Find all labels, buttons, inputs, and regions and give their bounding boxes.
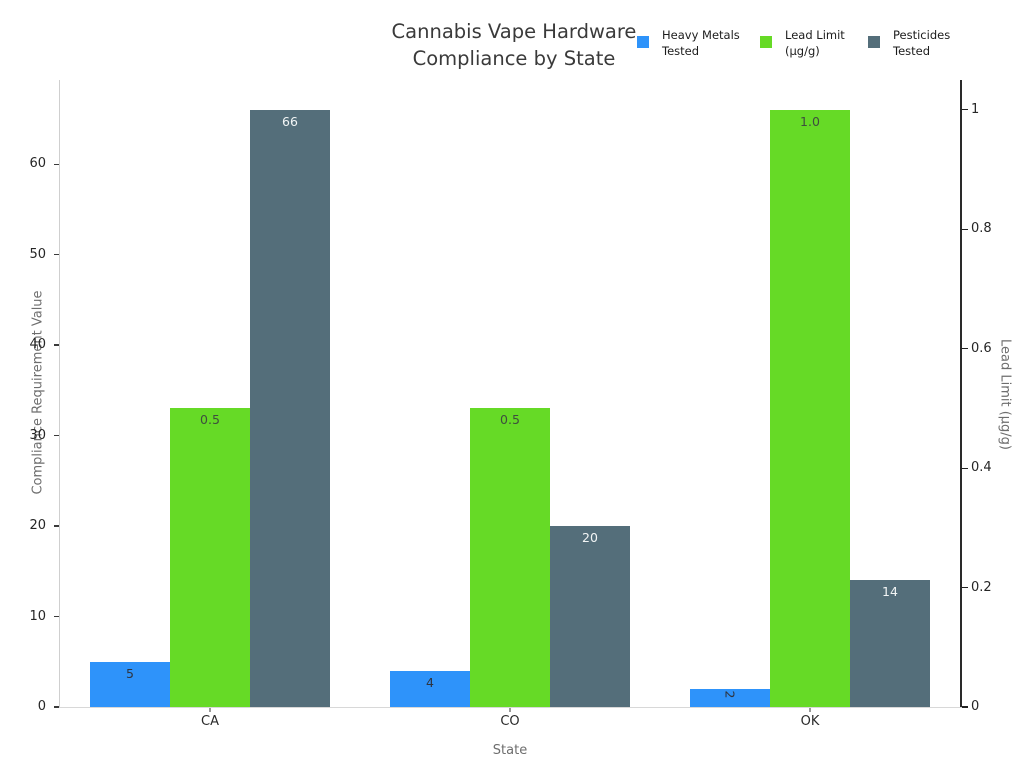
x-tick: [209, 707, 211, 712]
bar-heavy-metals-tested-ca: [90, 661, 170, 707]
bar-value-label-ca-2: 66: [282, 113, 298, 129]
legend-item-heavy-metals-tested: Heavy Metals Tested: [637, 28, 757, 62]
chart-title-line-1: Cannabis Vape Hardware: [391, 20, 637, 43]
legend-item-pesticides-tested: Pesticides Tested: [868, 28, 988, 62]
bar-value-label-ok-0: 2: [722, 690, 738, 699]
y-tick-label-left: 30: [29, 427, 46, 443]
bar-lead-limit-g-g--ca: [170, 408, 250, 707]
y-tick-label-right: 0.8: [971, 221, 992, 237]
y-tick-label-left: 60: [29, 156, 46, 172]
plot-area: 5 4 2 0.5 0.5 1.0 66 20 14: [60, 80, 960, 707]
bar-pesticides-tested-co: [550, 526, 630, 707]
y-tick-label-left: 0: [37, 699, 46, 714]
legend-swatch-pesticides-icon: [868, 36, 880, 48]
y-tick-left: [54, 254, 59, 256]
y-tick-label-right: 0: [971, 699, 980, 714]
y-tick-left: [54, 525, 59, 527]
y-tick-label-right: 1: [971, 101, 980, 117]
legend-label-lead-limit: Lead Limit (µg/g): [785, 28, 845, 58]
legend-swatch-heavy-metals-icon: [637, 36, 649, 48]
legend-label-pesticides-tested: Pesticides Tested: [893, 28, 951, 58]
bar-value-label-ok-1: 1.0: [800, 113, 820, 129]
y-tick-left: [54, 706, 59, 708]
y-tick-label-right: 0.2: [971, 579, 992, 595]
chart-title-line-2: Compliance by State: [412, 47, 616, 70]
x-tick-label-ca: CA: [201, 714, 219, 729]
y-tick-left: [54, 434, 59, 437]
bar-value-label-ca-1: 0.5: [200, 412, 220, 428]
y-tick-label-left: 20: [29, 518, 46, 534]
y-tick-label-left: 10: [29, 608, 46, 624]
y-axis-title-right: Lead Limit (µg/g): [997, 338, 1013, 451]
bar-heavy-metals-tested-co: [390, 670, 470, 707]
y-tick-left: [54, 344, 59, 346]
x-tick-label-ok: OK: [800, 714, 820, 729]
y-tick-right: [962, 586, 968, 589]
y-tick-right: [962, 348, 968, 350]
y-tick-left: [54, 163, 59, 165]
bar-value-label-ca-0: 5: [126, 665, 134, 681]
bar-pesticides-tested-ca: [250, 109, 330, 707]
bar-value-label-co-1: 0.5: [500, 412, 520, 428]
y-axis-spine-left: [58, 80, 60, 707]
y-tick-right: [962, 706, 968, 708]
y-tick-right: [962, 109, 968, 111]
legend-swatch-lead-limit-icon: [760, 36, 772, 48]
y-tick-label-left: 50: [29, 246, 46, 262]
y-tick-label-right: 0.4: [971, 460, 992, 476]
bar-lead-limit-g-g--co: [470, 408, 550, 707]
bar-value-label-ok-2: 14: [882, 584, 898, 600]
y-tick-right: [962, 228, 968, 230]
bar-lead-limit-g-g--ok: [770, 109, 850, 707]
legend-item-lead-limit: Lead Limit (µg/g): [760, 28, 880, 62]
bar-value-label-co-0: 4: [426, 674, 434, 690]
legend-label-heavy-metals-tested: Heavy Metals Tested: [662, 28, 740, 58]
x-axis-title: State: [492, 743, 528, 758]
x-tick-label-co: CO: [500, 714, 520, 729]
y-tick-right: [962, 467, 968, 469]
y-tick-label-left: 40: [29, 337, 46, 353]
y-tick-left: [54, 615, 59, 618]
x-tick: [509, 707, 511, 712]
y-tick-label-right: 0.6: [971, 340, 992, 356]
bar-pesticides-tested-ok: [850, 580, 930, 707]
x-tick: [809, 707, 811, 712]
y-axis-spine-right: [960, 80, 962, 708]
bar-heavy-metals-tested-ok: [690, 688, 770, 707]
bar-value-label-co-2: 20: [582, 530, 598, 546]
chart-title: Cannabis Vape Hardware Compliance by Sta…: [314, 18, 714, 72]
